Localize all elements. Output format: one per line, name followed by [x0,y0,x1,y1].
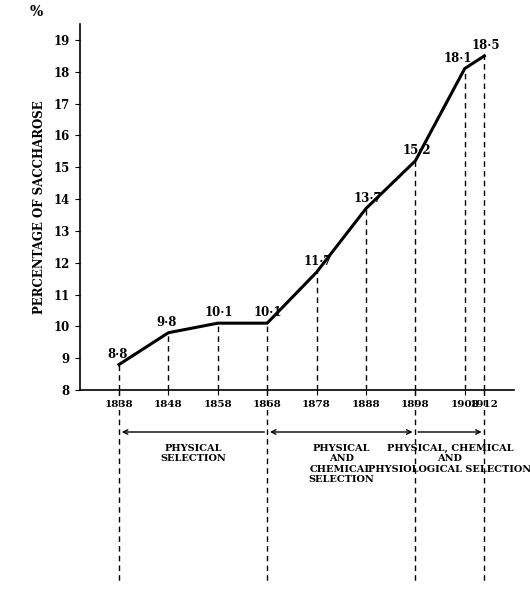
Text: 10·1: 10·1 [205,306,233,319]
Text: 9·8: 9·8 [157,316,177,329]
Text: 13·7: 13·7 [353,191,382,205]
Text: PHYSICAL
AND
CHEMICAL
SELECTION: PHYSICAL AND CHEMICAL SELECTION [308,444,374,484]
Text: 15·2: 15·2 [402,144,431,157]
Text: 18·1: 18·1 [444,52,472,65]
Text: PHYSICAL, CHEMICAL
AND
PHYSIOLOGICAL SELECTION: PHYSICAL, CHEMICAL AND PHYSIOLOGICAL SEL… [368,444,530,474]
Text: 18·5: 18·5 [471,39,500,52]
Text: PHYSICAL
SELECTION: PHYSICAL SELECTION [160,444,226,463]
Text: 8·8: 8·8 [108,347,128,361]
Text: 11·7: 11·7 [304,255,332,268]
Text: %: % [29,5,42,19]
Y-axis label: PERCENTAGE OF SACCHAROSE: PERCENTAGE OF SACCHAROSE [33,100,47,314]
Text: 10·1: 10·1 [254,306,282,319]
